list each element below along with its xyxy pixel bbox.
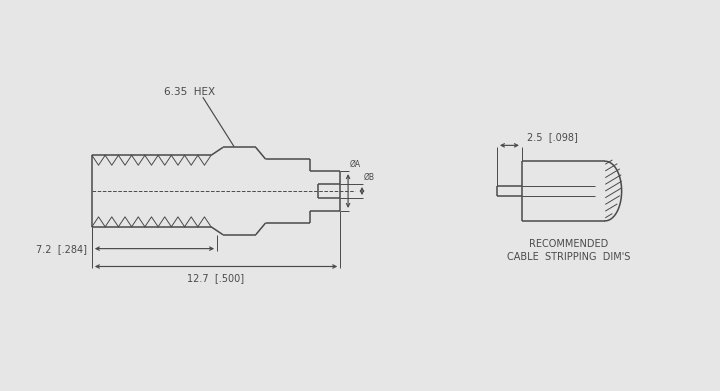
Text: RECOMMENDED: RECOMMENDED bbox=[529, 239, 608, 249]
Text: 6.35  HEX: 6.35 HEX bbox=[163, 87, 215, 97]
Text: ØB: ØB bbox=[364, 173, 375, 182]
Text: CABLE  STRIPPING  DIM'S: CABLE STRIPPING DIM'S bbox=[507, 251, 630, 262]
Text: ØA: ØA bbox=[350, 160, 361, 169]
Text: 2.5  [.098]: 2.5 [.098] bbox=[527, 133, 577, 142]
Text: 12.7  [.500]: 12.7 [.500] bbox=[187, 273, 245, 283]
Text: 7.2  [.284]: 7.2 [.284] bbox=[36, 244, 87, 254]
